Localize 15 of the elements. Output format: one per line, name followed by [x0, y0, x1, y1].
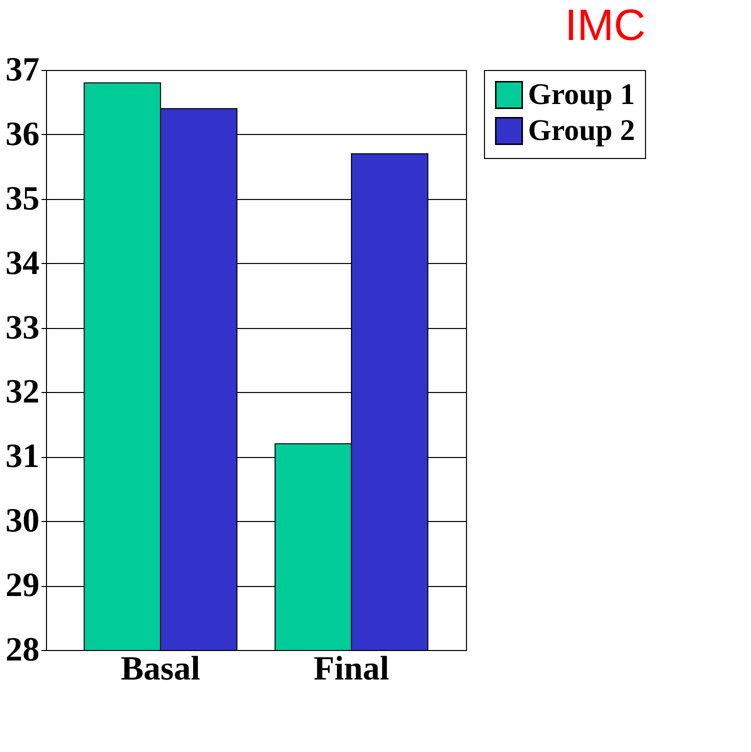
y-tick-label: 36 [6, 116, 40, 153]
y-tick-label: 31 [6, 438, 40, 476]
y-tick-label: 34 [6, 244, 40, 282]
y-tick-label: 32 [6, 374, 40, 411]
y-tick-label: 37 [6, 52, 40, 88]
y-tick-label: 35 [6, 180, 40, 218]
legend-label: Group 1 [528, 78, 635, 111]
x-tick-label: Final [314, 650, 390, 688]
y-tick-label: 28 [6, 632, 40, 668]
x-tick-label: Basal [120, 650, 200, 688]
y-tick-label: 33 [6, 309, 40, 346]
legend-label: Group 2 [528, 114, 635, 147]
y-tick-label: 29 [6, 567, 40, 604]
y-tick-label: 30 [6, 502, 40, 540]
text: IMC [564, 1, 646, 50]
